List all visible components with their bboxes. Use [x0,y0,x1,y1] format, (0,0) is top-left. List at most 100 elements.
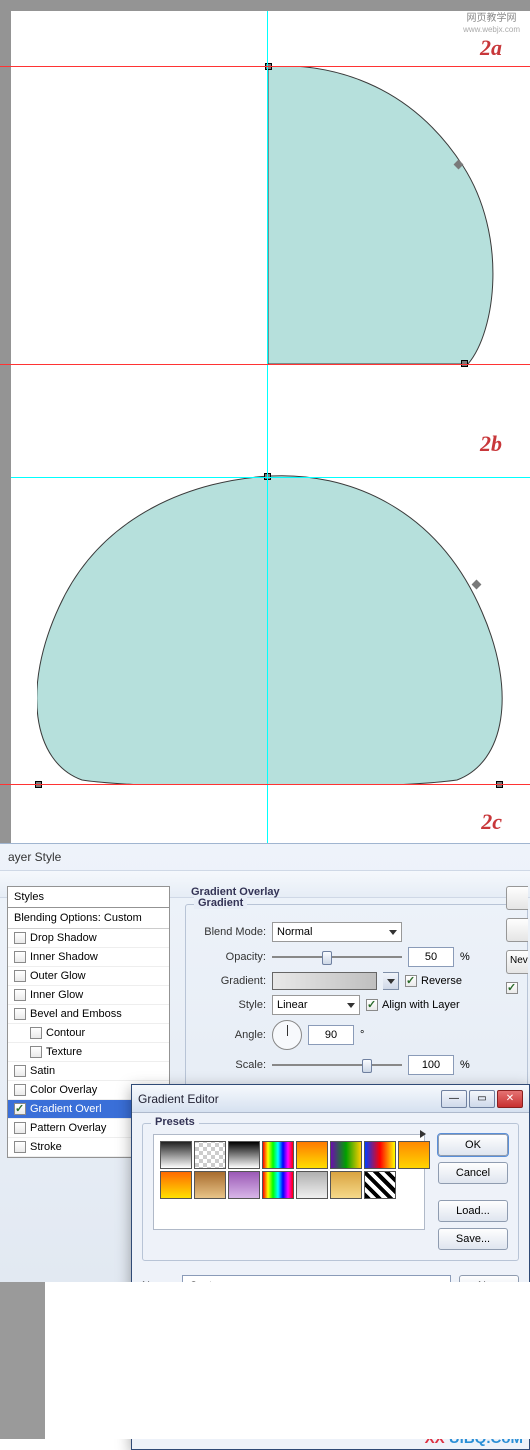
pct-label: % [460,951,470,963]
minimize-button[interactable]: — [441,1090,467,1108]
reverse-checkbox[interactable]: Reverse [405,975,462,987]
presets-menu-icon[interactable] [420,1130,426,1138]
styles-header[interactable]: Styles [8,887,169,908]
style-item-satin[interactable]: Satin [8,1062,169,1081]
scale-row: Scale: % [196,1055,517,1075]
style-label: Texture [46,1046,82,1058]
angle-dial[interactable] [272,1020,302,1050]
angle-input[interactable] [308,1025,354,1045]
scale-input[interactable] [408,1055,454,1075]
layer-style-dialog: ayer Style Styles Blending Options: Cust… [0,843,530,1282]
style-label: Inner Glow [30,989,83,1001]
maximize-button[interactable]: ▭ [469,1090,495,1108]
style-dropdown[interactable]: Linear [272,995,360,1015]
style-checkbox[interactable] [14,989,26,1001]
preview-checkbox-partial[interactable] [506,982,518,994]
style-item-texture[interactable]: Texture [8,1043,169,1062]
ruler-line [0,66,530,67]
ruler-line [0,364,530,365]
preset-swatch[interactable] [262,1141,294,1169]
gradient-editor-title: Gradient Editor [138,1092,439,1106]
angle-unit: ° [360,1029,364,1041]
style-checkbox[interactable] [14,951,26,963]
style-label: Stroke [30,1141,62,1153]
preset-swatch[interactable] [262,1171,294,1199]
preset-swatch[interactable] [364,1171,396,1199]
style-item-inner-shadow[interactable]: Inner Shadow [8,948,169,967]
dialog-title: ayer Style [0,844,530,870]
style-item-contour[interactable]: Contour [8,1024,169,1043]
preset-swatch[interactable] [160,1141,192,1169]
vector-shape-quarter[interactable] [268,66,496,366]
blend-mode-dropdown[interactable]: Normal [272,922,402,942]
style-label: Bevel and Emboss [30,1008,122,1020]
style-item-drop-shadow[interactable]: Drop Shadow [8,929,169,948]
style-checkbox[interactable] [14,1103,26,1115]
blending-options-row[interactable]: Blending Options: Custom [8,908,169,929]
canvas-area: 网页教学网 www.webjx.com 2a 2b 2c [0,0,530,843]
style-label: Inner Shadow [30,951,98,963]
vector-shape-blob[interactable] [37,472,504,784]
step-label-2c: 2c [481,809,502,835]
artboard[interactable]: 网页教学网 www.webjx.com 2a 2b 2c [11,11,530,843]
preset-swatch[interactable] [296,1141,328,1169]
angle-label: Angle: [196,1029,266,1041]
gradient-row: Gradient: Reverse [196,972,517,990]
opacity-row: Opacity: % [196,947,517,967]
style-label: Style: [196,999,266,1011]
scale-slider[interactable] [272,1055,402,1075]
opacity-input[interactable] [408,947,454,967]
style-item-inner-glow[interactable]: Inner Glow [8,986,169,1005]
style-checkbox[interactable] [14,932,26,944]
load-button[interactable]: Load... [438,1200,508,1222]
bottom-strip [0,1282,530,1439]
preset-swatch[interactable] [194,1171,226,1199]
style-label: Pattern Overlay [30,1122,106,1134]
preset-swatch[interactable] [296,1171,328,1199]
ok-button-partial[interactable] [506,886,528,910]
guide-vertical[interactable] [267,11,268,843]
preset-swatch[interactable] [330,1171,362,1199]
step-label-2a: 2a [480,35,502,61]
cancel-button[interactable]: Cancel [438,1162,508,1184]
style-checkbox[interactable] [14,1008,26,1020]
style-checkbox[interactable] [14,970,26,982]
preset-swatch[interactable] [194,1141,226,1169]
cancel-button-partial[interactable] [506,918,528,942]
preset-swatch[interactable] [228,1171,260,1199]
style-checkbox[interactable] [14,1065,26,1077]
style-checkbox[interactable] [14,1122,26,1134]
preset-swatch[interactable] [330,1141,362,1169]
gradient-editor-titlebar[interactable]: Gradient Editor — ▭ ✕ [132,1085,529,1113]
ok-button[interactable]: OK [438,1134,508,1156]
opacity-label: Opacity: [196,951,266,963]
style-item-outer-glow[interactable]: Outer Glow [8,967,169,986]
gradient-picker-button[interactable] [383,972,399,990]
style-checkbox[interactable] [30,1046,42,1058]
style-label: Satin [30,1065,55,1077]
ruler-line [0,784,530,785]
opacity-slider[interactable] [272,947,402,967]
style-row: Style: Linear Align with Layer [196,995,517,1015]
gradient-swatch[interactable] [272,972,377,990]
style-checkbox[interactable] [14,1084,26,1096]
style-label: Contour [46,1027,85,1039]
align-checkbox[interactable]: Align with Layer [366,999,460,1011]
group-legend: Gradient [194,897,247,909]
style-item-bevel-and-emboss[interactable]: Bevel and Emboss [8,1005,169,1024]
blend-mode-label: Blend Mode: [196,926,266,938]
presets-grid [153,1134,425,1230]
style-label: Outer Glow [30,970,86,982]
save-button[interactable]: Save... [438,1228,508,1250]
preset-swatch[interactable] [228,1141,260,1169]
guide-horizontal[interactable] [11,477,530,478]
preset-swatch[interactable] [160,1171,192,1199]
preset-swatch[interactable] [398,1141,430,1169]
style-checkbox[interactable] [30,1027,42,1039]
style-checkbox[interactable] [14,1141,26,1153]
close-button[interactable]: ✕ [497,1090,523,1108]
dialog-right-buttons: Nev [506,886,528,994]
new-style-button-partial[interactable]: Nev [506,950,528,974]
preset-swatch[interactable] [364,1141,396,1169]
style-label: Gradient Overl [30,1103,102,1115]
